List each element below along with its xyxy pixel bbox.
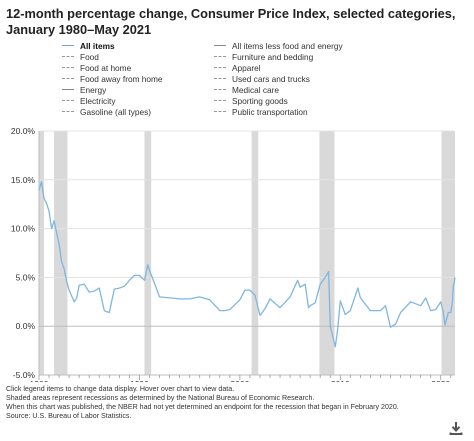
recession-band: [441, 131, 455, 375]
recession-band: [319, 131, 335, 375]
legend-label: Gasoline (all types): [80, 106, 152, 117]
chart-title-line-2: January 1980–May 2021: [6, 22, 152, 37]
legend-label: All items: [80, 40, 115, 51]
legend-swatch: [62, 56, 74, 57]
legend-label: Food away from home: [80, 73, 163, 84]
y-tick-label: 20.0%: [11, 126, 36, 136]
recession-band: [251, 131, 259, 375]
legend-item-energy[interactable]: Energy: [62, 84, 106, 95]
legend-label: Public transportation: [232, 106, 308, 117]
legend-swatch: [214, 67, 226, 68]
legend-swatch: [62, 111, 74, 112]
legend-item-all-items-less-food-and-energy[interactable]: All items less food and energy: [214, 40, 343, 51]
legend-label: Food at home: [80, 62, 132, 73]
legend-swatch: [214, 100, 226, 101]
legend-swatch: [214, 45, 226, 46]
chart-title-line-1: 12-month percentage change, Consumer Pri…: [6, 6, 456, 21]
x-tick-label: 1980: [30, 379, 49, 382]
y-tick-label: 0.0%: [16, 321, 36, 331]
y-tick-label: 15.0%: [11, 175, 36, 185]
legend-label: All items less food and energy: [232, 40, 343, 51]
recession-band: [39, 131, 45, 375]
note-source: Source: U.S. Bureau of Labor Statistics.: [6, 412, 132, 420]
legend-swatch: [214, 78, 226, 79]
note-nber: When this chart was published, the NBER …: [6, 403, 399, 411]
legend-swatch: [214, 56, 226, 57]
legend-item-food-at-home[interactable]: Food at home: [62, 62, 131, 73]
legend-label: Energy: [80, 84, 107, 95]
x-tick-label: 2010: [331, 379, 350, 382]
y-tick-label: -5.0%: [13, 370, 36, 380]
series-line-all-items: [38, 181, 456, 348]
legend-label: Electricity: [80, 95, 116, 106]
y-tick-label: 10.0%: [11, 224, 36, 234]
legend-swatch: [62, 78, 74, 79]
note-instructions: Click legend items to change data displa…: [6, 385, 235, 393]
cpi-line-chart[interactable]: 20.0% 15.0% 10.0% 5.0% 0.0% -5.0%1980 1990 2000…: [0, 122, 474, 382]
legend-label: Sporting goods: [232, 95, 288, 106]
legend-item-all-items[interactable]: All items: [62, 40, 115, 51]
chart-notes: Click legend items to change data displa…: [6, 385, 472, 421]
legend-swatch: [62, 67, 74, 68]
legend-item-apparel[interactable]: Apparel: [214, 62, 261, 73]
legend-item-gasoline-all-types[interactable]: Gasoline (all types): [62, 106, 151, 117]
download-icon-glyph: [449, 422, 463, 435]
legend-item-furniture-and-bedding[interactable]: Furniture and bedding: [214, 51, 313, 62]
legend-item-electricity[interactable]: Electricity: [62, 95, 116, 106]
legend-label: Food: [80, 51, 99, 62]
x-tick-label: 2000: [230, 379, 249, 382]
download-icon[interactable]: [448, 420, 464, 436]
legend-label: Apparel: [232, 62, 261, 73]
x-tick-label: 2020: [431, 379, 450, 382]
legend-item-public-transportation[interactable]: Public transportation: [214, 106, 308, 117]
note-recessions: Shaded areas represent recessions as det…: [6, 394, 315, 402]
legend-swatch: [62, 45, 74, 46]
x-tick-label: 1990: [130, 379, 149, 382]
legend-item-food-away-from-home[interactable]: Food away from home: [62, 73, 163, 84]
legend-item-used-cars-and-trucks[interactable]: Used cars and trucks: [214, 73, 310, 84]
legend-item-medical-care[interactable]: Medical care: [214, 84, 279, 95]
legend-swatch: [214, 89, 226, 90]
y-tick-label: 5.0%: [16, 272, 36, 282]
legend-label: Furniture and bedding: [232, 51, 314, 62]
legend: All items Food Food at home Food away from …: [62, 40, 462, 120]
recession-band: [144, 131, 152, 375]
legend-swatch: [214, 111, 226, 112]
legend-item-food[interactable]: Food: [62, 51, 99, 62]
legend-label: Used cars and trucks: [232, 73, 310, 84]
legend-swatch: [62, 89, 74, 90]
chart-title: 12-month percentage change, Consumer Pri…: [6, 6, 466, 38]
legend-swatch: [62, 100, 74, 101]
legend-label: Medical care: [232, 84, 280, 95]
legend-item-sporting-goods[interactable]: Sporting goods: [214, 95, 288, 106]
